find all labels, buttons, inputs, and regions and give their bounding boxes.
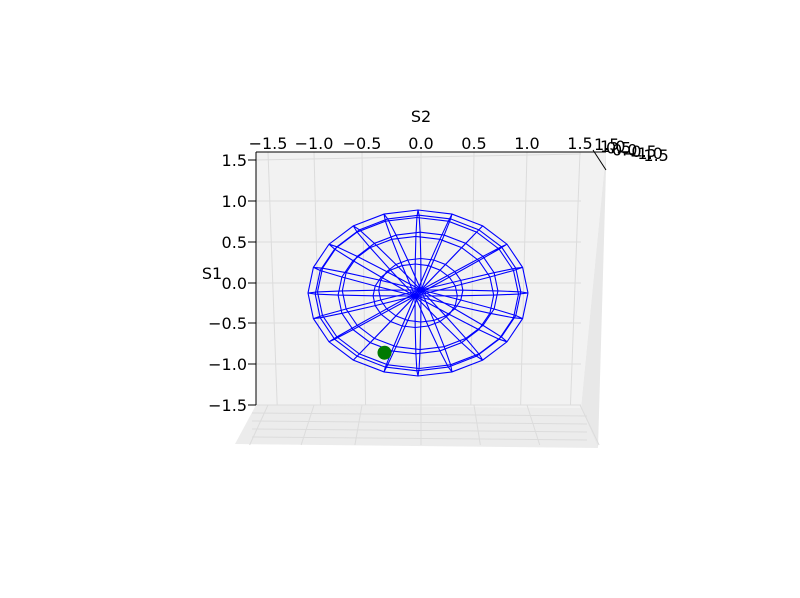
grid-line-floor: [251, 428, 588, 433]
wireframe-meridian: [414, 289, 529, 297]
axes: [255, 149, 607, 405]
y-tick-label: 0.0: [222, 274, 247, 293]
wireframe-meridian: [313, 289, 422, 320]
x-tick-label: −0.5: [343, 134, 382, 153]
x-axis-label: S2: [411, 107, 431, 126]
x-tick-label: −1.5: [249, 134, 288, 153]
x-tick-label: −1.0: [295, 134, 334, 153]
wireframe-meridian: [414, 289, 422, 377]
sphere-wireframe: [307, 209, 529, 377]
y-tick-label: −0.5: [208, 314, 247, 333]
side-pane: [581, 152, 606, 448]
wireframe-meridian: [307, 289, 422, 297]
wireframe-meridian: [414, 225, 484, 297]
z-tick-label: 0.5: [606, 139, 631, 158]
x-tick-label: 0.5: [461, 134, 486, 153]
grid-lines: [249, 151, 600, 446]
grid-line-v: [313, 151, 321, 406]
grid-line-v: [267, 151, 278, 406]
tick-labels: −1.5 −1.0 −0.5 0.0 0.5 1.0 1.51.51.00.50.0−0.5…: [208, 134, 669, 415]
wireframe-meridian: [328, 289, 422, 343]
z-tick-label: −1.0: [624, 144, 663, 163]
grid-line-floor: [251, 420, 588, 425]
grid-line-floor: [473, 404, 481, 446]
x-tick-label: 1.0: [514, 134, 539, 153]
grid-line-v: [470, 151, 475, 406]
wireframe-meridian: [414, 243, 508, 297]
grid-line-floor: [526, 404, 541, 446]
x-tick-label: 1.5: [567, 134, 592, 153]
wireframe-meridian: [414, 289, 508, 343]
z-tick-label: −1.5: [630, 146, 669, 165]
grid-line-v: [569, 151, 581, 406]
z-tick-label: 1.0: [600, 137, 625, 156]
grid-line-v: [361, 151, 367, 406]
wireframe-meridian: [414, 289, 453, 373]
wireframe-meridian: [383, 213, 422, 297]
y-tick-label: −1.0: [208, 355, 247, 374]
y-tick-label: −1.5: [208, 396, 247, 415]
y-axis-label: S1: [202, 264, 222, 283]
z-tick-label: 1.5: [594, 135, 619, 154]
y-tick-label: 1.0: [222, 192, 247, 211]
grid-line-v: [520, 151, 528, 406]
wireframe-meridian: [313, 266, 422, 297]
y-tick-label: 1.5: [222, 151, 247, 170]
grid-line-floor: [579, 404, 600, 446]
wireframe-meridian: [383, 289, 422, 373]
wireframe-meridian: [414, 266, 523, 297]
wireframe-meridian: [352, 225, 422, 297]
grid-line-h: [255, 153, 582, 161]
grid-line-floor: [300, 404, 315, 446]
wireframe-meridian: [414, 209, 422, 297]
grid-line-floor: [251, 412, 588, 417]
wireframe-meridian: [328, 243, 422, 297]
grid-line-floor: [249, 404, 269, 446]
wireframe-meridian: [414, 289, 484, 361]
wireframe-meridian: [414, 213, 453, 297]
wireframe-meridian: [414, 289, 523, 320]
z-axis-line: [592, 149, 607, 171]
x-tick-label: 0.0: [408, 134, 433, 153]
floor-pane: [235, 405, 598, 448]
grid-line-floor: [251, 436, 588, 441]
z-tick-label: −0.5: [618, 142, 657, 161]
y-tick-label: 0.5: [222, 233, 247, 252]
z-tick-label: 0.0: [612, 140, 637, 159]
state-marker: [377, 345, 392, 360]
wireframe-meridian: [352, 289, 422, 361]
